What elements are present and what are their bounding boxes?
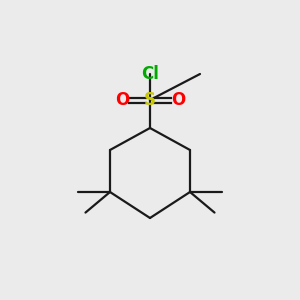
Text: Cl: Cl [141,65,159,83]
Text: O: O [171,91,185,109]
Text: O: O [115,91,129,109]
Text: S: S [144,91,156,109]
